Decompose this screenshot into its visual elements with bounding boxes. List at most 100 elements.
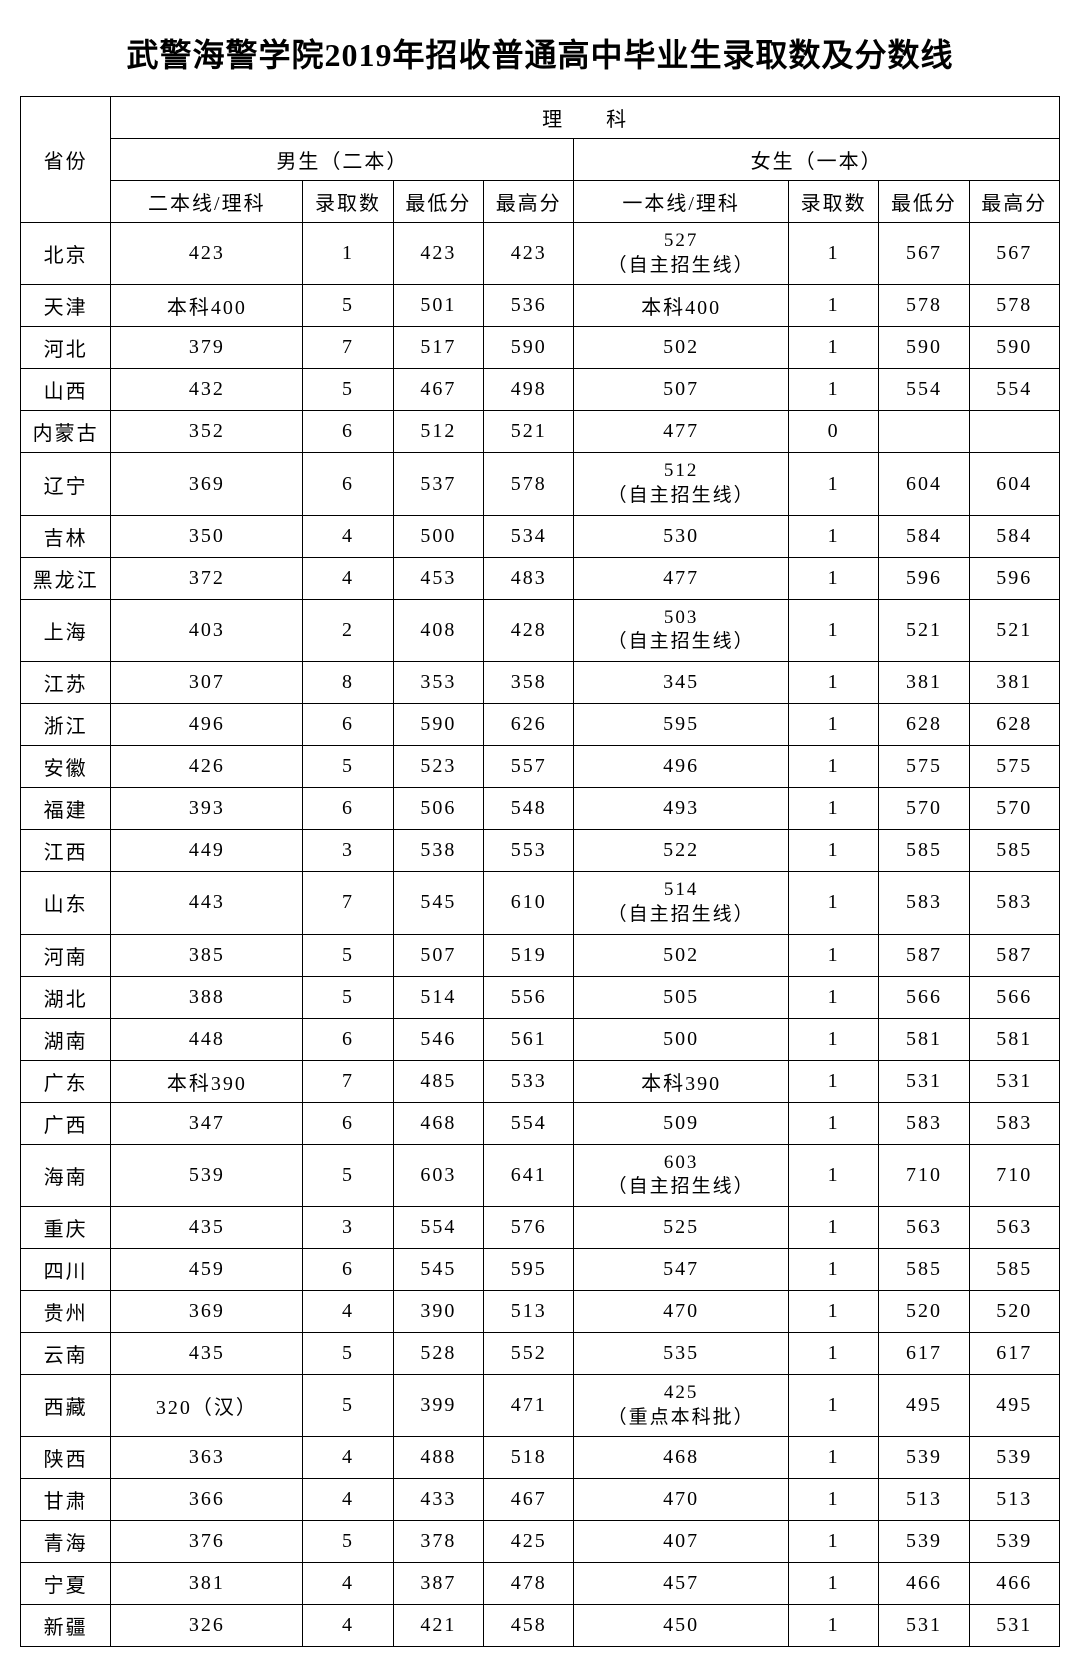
- male-max-cell: 578: [484, 453, 574, 515]
- province-cell: 河北: [21, 327, 111, 369]
- province-cell: 辽宁: [21, 453, 111, 515]
- header-admit-count: 录取数: [303, 181, 393, 223]
- male-max-cell: 626: [484, 704, 574, 746]
- female-count-cell: 1: [788, 788, 878, 830]
- male-count-cell: 5: [303, 746, 393, 788]
- female-line-cell: 530: [574, 515, 789, 557]
- province-cell: 贵州: [21, 1290, 111, 1332]
- female-line-cell: 468: [574, 1437, 789, 1479]
- male-max-cell: 533: [484, 1060, 574, 1102]
- male-line-cell: 372: [111, 557, 303, 599]
- female-line-cell: 514（自主招生线）: [574, 872, 789, 934]
- female-count-cell: 1: [788, 1102, 878, 1144]
- female-max-cell: 581: [969, 1018, 1059, 1060]
- male-line-cell: 449: [111, 830, 303, 872]
- female-min-cell: 628: [879, 704, 969, 746]
- male-line-cell: 432: [111, 369, 303, 411]
- male-line-cell: 326: [111, 1605, 303, 1647]
- table-row: 山西43254674985071554554: [21, 369, 1060, 411]
- table-row: 云南43555285525351617617: [21, 1332, 1060, 1374]
- female-line-cell: 509: [574, 1102, 789, 1144]
- male-min-cell: 488: [393, 1437, 483, 1479]
- male-line-cell: 459: [111, 1248, 303, 1290]
- male-min-cell: 517: [393, 327, 483, 369]
- female-min-cell: 554: [879, 369, 969, 411]
- male-min-cell: 433: [393, 1479, 483, 1521]
- female-min-cell: 590: [879, 327, 969, 369]
- male-min-cell: 468: [393, 1102, 483, 1144]
- female-line-cell: 450: [574, 1605, 789, 1647]
- female-line-cell: 457: [574, 1563, 789, 1605]
- female-max-cell: 466: [969, 1563, 1059, 1605]
- female-min-cell: 567: [879, 223, 969, 285]
- female-min-cell: 531: [879, 1060, 969, 1102]
- header-male-line: 二本线/理科: [111, 181, 303, 223]
- male-count-cell: 6: [303, 1102, 393, 1144]
- female-count-cell: 1: [788, 1144, 878, 1206]
- male-min-cell: 507: [393, 934, 483, 976]
- male-line-cell: 381: [111, 1563, 303, 1605]
- male-line-cell: 539: [111, 1144, 303, 1206]
- province-cell: 江西: [21, 830, 111, 872]
- header-admit-count: 录取数: [788, 181, 878, 223]
- male-count-cell: 6: [303, 1248, 393, 1290]
- male-min-cell: 545: [393, 872, 483, 934]
- male-count-cell: 5: [303, 369, 393, 411]
- male-max-cell: 561: [484, 1018, 574, 1060]
- male-max-cell: 518: [484, 1437, 574, 1479]
- male-max-cell: 557: [484, 746, 574, 788]
- female-min-cell: 596: [879, 557, 969, 599]
- province-cell: 安徽: [21, 746, 111, 788]
- table-row: 湖北38855145565051566566: [21, 976, 1060, 1018]
- male-count-cell: 7: [303, 327, 393, 369]
- female-count-cell: 1: [788, 1605, 878, 1647]
- male-min-cell: 546: [393, 1018, 483, 1060]
- table-row: 陕西36344885184681539539: [21, 1437, 1060, 1479]
- male-max-cell: 595: [484, 1248, 574, 1290]
- table-row: 山东4437545610514（自主招生线）1583583: [21, 872, 1060, 934]
- female-line-cell: 595: [574, 704, 789, 746]
- province-cell: 西藏: [21, 1374, 111, 1436]
- table-row: 甘肃36644334674701513513: [21, 1479, 1060, 1521]
- male-max-cell: 556: [484, 976, 574, 1018]
- table-row: 安徽42655235574961575575: [21, 746, 1060, 788]
- female-max-cell: 521: [969, 599, 1059, 661]
- female-line-cell: 493: [574, 788, 789, 830]
- female-max-cell: 495: [969, 1374, 1059, 1436]
- male-min-cell: 390: [393, 1290, 483, 1332]
- male-line-cell: 435: [111, 1206, 303, 1248]
- table-row: 湖南44865465615001581581: [21, 1018, 1060, 1060]
- table-row: 江苏30783533583451381381: [21, 662, 1060, 704]
- male-count-cell: 6: [303, 453, 393, 515]
- table-row: 河北37975175905021590590: [21, 327, 1060, 369]
- female-count-cell: 1: [788, 1374, 878, 1436]
- male-max-cell: 536: [484, 285, 574, 327]
- male-min-cell: 378: [393, 1521, 483, 1563]
- male-count-cell: 5: [303, 1374, 393, 1436]
- male-max-cell: 467: [484, 1479, 574, 1521]
- male-line-cell: 403: [111, 599, 303, 661]
- male-line-cell: 448: [111, 1018, 303, 1060]
- male-min-cell: 512: [393, 411, 483, 453]
- male-line-cell: 385: [111, 934, 303, 976]
- province-cell: 河南: [21, 934, 111, 976]
- male-count-cell: 6: [303, 411, 393, 453]
- female-min-cell: 575: [879, 746, 969, 788]
- male-line-cell: 350: [111, 515, 303, 557]
- female-count-cell: 1: [788, 557, 878, 599]
- female-line-cell: 本科390: [574, 1060, 789, 1102]
- female-min-cell: 566: [879, 976, 969, 1018]
- female-max-cell: 539: [969, 1437, 1059, 1479]
- female-count-cell: 1: [788, 1248, 878, 1290]
- female-min-cell: 617: [879, 1332, 969, 1374]
- female-line-cell: 496: [574, 746, 789, 788]
- female-count-cell: 1: [788, 662, 878, 704]
- female-max-cell: 513: [969, 1479, 1059, 1521]
- province-cell: 黑龙江: [21, 557, 111, 599]
- female-min-cell: 581: [879, 1018, 969, 1060]
- province-cell: 甘肃: [21, 1479, 111, 1521]
- male-max-cell: 610: [484, 872, 574, 934]
- female-count-cell: 1: [788, 746, 878, 788]
- female-line-cell: 522: [574, 830, 789, 872]
- male-min-cell: 545: [393, 1248, 483, 1290]
